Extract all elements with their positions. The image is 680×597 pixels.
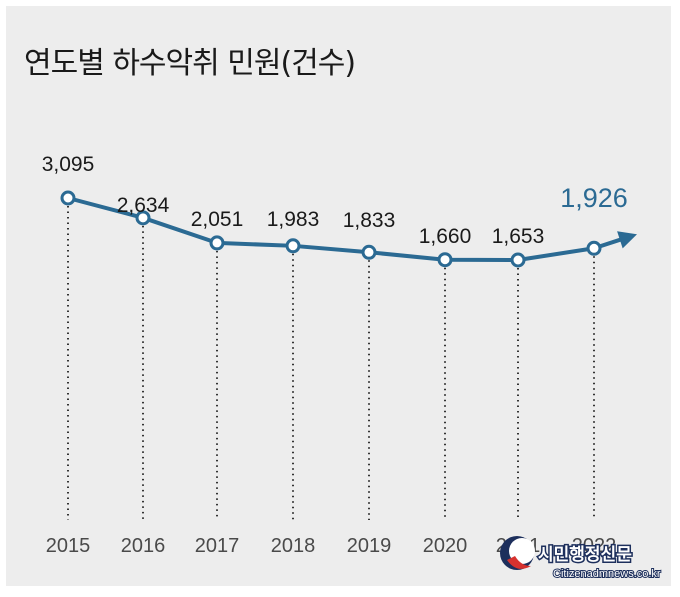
guide-lines xyxy=(67,206,595,520)
chart-title: 연도별 하수악취 민원(건수) xyxy=(24,46,356,81)
year-labels: 20152016201720182019202020212022 xyxy=(46,535,617,557)
point-marker-2019 xyxy=(361,244,377,260)
value-label-2015: 3,095 xyxy=(42,153,95,176)
value-label-2019: 1,833 xyxy=(343,209,396,232)
point-marker-2016 xyxy=(135,210,151,226)
year-label-2016: 2016 xyxy=(121,535,166,557)
value-label-2018: 1,983 xyxy=(267,208,320,231)
point-marker-2020 xyxy=(437,252,453,268)
year-label-2015: 2015 xyxy=(46,535,91,557)
watermark: 시민행정신문 Citizenadmnews.co.kr xyxy=(500,536,662,581)
value-label-2020: 1,660 xyxy=(419,225,472,248)
value-label-2021: 1,653 xyxy=(492,225,545,248)
point-marker-2015 xyxy=(60,190,76,206)
watermark-name: 시민행정신문 xyxy=(538,545,632,565)
watermark-logo-icon xyxy=(500,536,535,570)
point-marker-2017 xyxy=(209,235,225,251)
chart-panel xyxy=(6,6,671,586)
year-label-2017: 2017 xyxy=(195,535,240,557)
point-marker-2018 xyxy=(285,238,301,254)
watermark-url: Citizenadmnews.co.kr xyxy=(553,568,661,580)
year-label-2018: 2018 xyxy=(271,535,316,557)
trend-arrow-head xyxy=(617,231,637,249)
value-labels: 3,095 2,634 2,051 1,983 1,833 1,660 1,653 1,926 xyxy=(42,153,628,248)
value-label-2022: 1,926 xyxy=(560,183,628,213)
point-marker-2022 xyxy=(586,240,602,256)
value-label-2017: 2,051 xyxy=(191,208,244,231)
point-markers xyxy=(60,190,602,268)
value-label-2016: 2,634 xyxy=(117,194,170,217)
year-label-2022: 2022 xyxy=(572,535,617,557)
year-label-2019: 2019 xyxy=(347,535,392,557)
point-marker-2021 xyxy=(510,252,526,268)
year-label-2020: 2020 xyxy=(423,535,468,557)
